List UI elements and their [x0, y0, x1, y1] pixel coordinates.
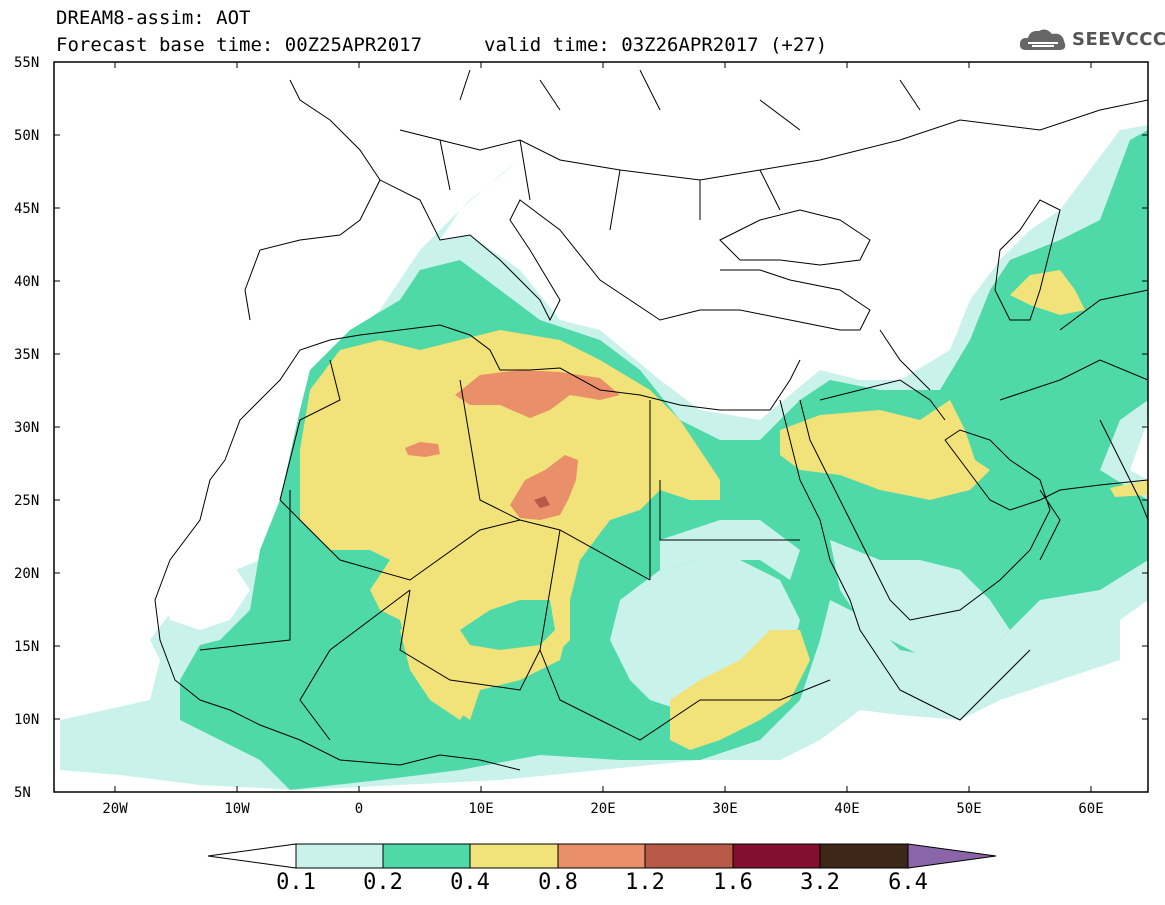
colorbar-swatch-4 — [557, 843, 646, 869]
aot-0.8-contour-libya — [455, 370, 620, 418]
colorbar-swatch-1 — [295, 843, 384, 869]
aot-yellow-arabia — [780, 400, 990, 500]
aot-0.8-contour-chad — [510, 455, 578, 520]
colorbar-label-6.4: 6.4 — [888, 870, 928, 895]
colorbar-low-arrow — [207, 843, 297, 869]
lat-tick-25n: 25N — [14, 493, 40, 509]
lat-tick-55n: 55N — [14, 55, 40, 71]
lat-tick-40n: 40N — [14, 274, 40, 290]
coastline-redsea — [779, 399, 1031, 721]
border-europe — [399, 69, 1148, 231]
coastline-caspian — [994, 199, 1061, 321]
coastline-africa-north — [224, 324, 801, 461]
lon-tick-50e: 50E — [956, 801, 982, 817]
lon-tick-10e: 10E — [468, 801, 494, 817]
colorbar-swatch-6 — [732, 843, 821, 869]
aot-0.8-contour-algeria — [405, 442, 440, 457]
map-title: DREAM8-assim: AOT — [56, 7, 251, 29]
lon-tick-60e: 60E — [1078, 801, 1104, 817]
colorbar-label-3.2: 3.2 — [800, 870, 840, 895]
colorbar-label-1.2: 1.2 — [625, 870, 665, 895]
lon-tick-20w: 20W — [102, 801, 128, 817]
colorbar-label-1.6: 1.6 — [713, 870, 753, 895]
colorbar-swatch-2 — [382, 843, 471, 869]
aot-yellow-sudan — [670, 630, 810, 750]
coastline-arabia — [799, 399, 1051, 621]
border-africa-2 — [199, 359, 831, 741]
lon-tick-30e: 30E — [712, 801, 738, 817]
cloud-icon — [1019, 29, 1066, 50]
colorbar-label-0.1: 0.1 — [276, 870, 316, 895]
lat-tick-5n: 5N — [14, 785, 31, 801]
border-middle-east — [819, 289, 1148, 561]
lon-tick-20e: 20E — [590, 801, 616, 817]
coastline-india — [1099, 419, 1148, 521]
colorbar-swatch-3 — [469, 843, 559, 869]
colorbar-high-arrow — [907, 843, 997, 869]
border-africa-1 — [279, 379, 800, 691]
coastline-blacksea — [719, 209, 871, 266]
aot-yellow-caspian — [1010, 270, 1085, 315]
aot-hole-chad — [460, 600, 555, 650]
coastline-africa-west — [154, 459, 521, 771]
lat-tick-15n: 15N — [14, 639, 40, 655]
colorbar-swatch-7 — [819, 843, 909, 869]
lat-tick-45n: 45N — [14, 201, 40, 217]
coastline-persiangulf — [944, 439, 1148, 511]
aot-yellow-oman — [1110, 480, 1148, 497]
seevccc-logo: SEEVCCC — [1018, 26, 1165, 52]
aot-1.2-contour — [534, 496, 550, 508]
aot-hole-atlantic — [160, 560, 250, 630]
colorbar-label-0.2: 0.2 — [363, 870, 403, 895]
lat-tick-35n: 35N — [14, 347, 40, 363]
colorbar-swatch-5 — [644, 843, 734, 869]
colorbar-label-0.8: 0.8 — [538, 870, 578, 895]
aot-hole-egypt — [660, 520, 800, 580]
colorbar-label-0.4: 0.4 — [450, 870, 490, 895]
logo-text: SEEVCCC — [1072, 28, 1165, 50]
lat-tick-20n: 20N — [14, 566, 40, 582]
forecast-base-time: Forecast base time: 00Z25APR2017 — [56, 34, 423, 56]
lon-tick-0: 0 — [354, 801, 364, 817]
lat-tick-50n: 50N — [14, 128, 40, 144]
lat-tick-10n: 10N — [14, 712, 40, 728]
coastline-europe — [244, 79, 871, 331]
lon-tick-10w: 10W — [224, 801, 250, 817]
valid-time: valid time: 03Z26APR2017 (+27) — [484, 34, 828, 56]
lon-tick-40e: 40E — [834, 801, 860, 817]
lat-tick-30n: 30N — [14, 420, 40, 436]
